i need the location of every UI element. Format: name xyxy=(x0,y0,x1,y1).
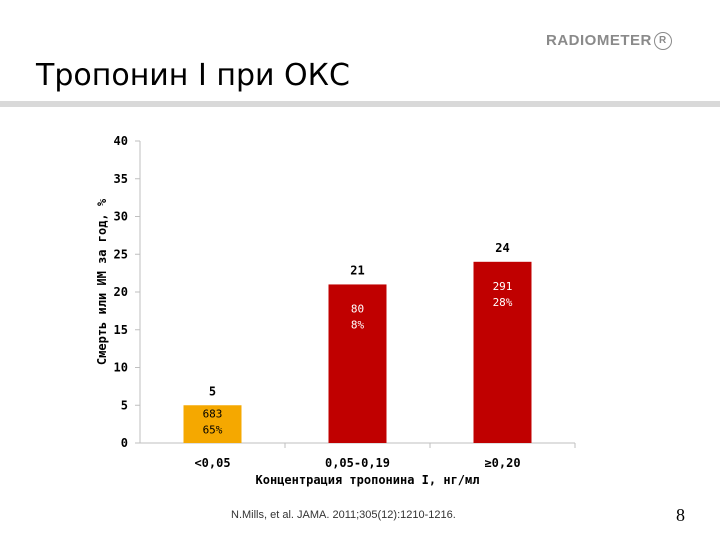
registered-mark-icon: R xyxy=(653,32,672,51)
x-tick-label: ≥0,20 xyxy=(484,456,520,470)
bar-inner-label: 28% xyxy=(493,296,513,309)
bar-inner-label: 80 xyxy=(351,302,364,315)
logo-text: RADIOMETER xyxy=(546,32,652,49)
chart-labels: 5 683 65% <0,05 21 80 8% 0,05-0,19 24 291 28% ≥0,20… xyxy=(194,241,520,487)
y-tick-label: 10 xyxy=(114,361,128,375)
y-axis-label: Смерть или ИМ за год, % xyxy=(95,198,109,365)
x-tick-label: <0,05 xyxy=(194,456,230,470)
title-divider xyxy=(0,101,720,107)
bar xyxy=(328,284,387,443)
bar-inner-label: 8% xyxy=(351,318,365,331)
data-label: 24 xyxy=(495,241,509,255)
x-tick-label: 0,05-0,19 xyxy=(325,456,390,470)
chart-axes: 0 5 10 15 20 25 30 35 40 Смерть или ИМ за год, % xyxy=(95,134,576,450)
slide-title: Тропонин I при ОКС xyxy=(36,58,350,93)
data-label: 5 xyxy=(209,384,216,398)
chart-bars xyxy=(183,261,532,443)
y-tick-label: 5 xyxy=(121,398,128,412)
y-tick-label: 30 xyxy=(114,210,128,224)
bar xyxy=(183,405,242,443)
y-tick-label: 20 xyxy=(114,285,128,299)
data-label: 21 xyxy=(350,263,364,277)
y-tick-label: 0 xyxy=(121,436,128,450)
y-tick-label: 15 xyxy=(114,323,128,337)
bar-inner-label: 65% xyxy=(203,423,223,436)
y-tick-label: 35 xyxy=(114,172,128,186)
y-tick-label: 25 xyxy=(114,247,128,261)
bar-inner-label: 683 xyxy=(203,407,223,420)
y-tick-label: 40 xyxy=(114,134,128,148)
page-number: 8 xyxy=(676,505,685,525)
radiometer-logo: RADIOMETER R xyxy=(546,32,672,51)
x-axis-label: Концентрация тропонина I, нг/мл xyxy=(256,473,480,487)
bar-inner-label: 291 xyxy=(493,280,513,293)
bar xyxy=(473,261,532,443)
citation: N.Mills, et al. JAMA. 2011;305(12):1210-… xyxy=(231,509,456,521)
